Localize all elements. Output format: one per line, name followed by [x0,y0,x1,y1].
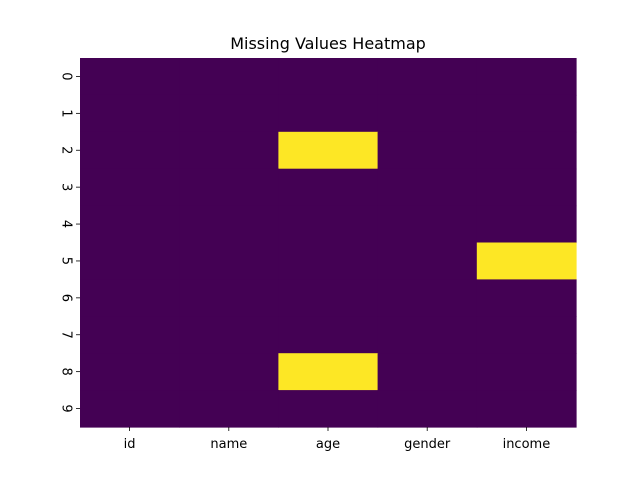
y-tick-label-5: 5 [59,257,74,265]
heatmap-cell-9-age [278,390,379,428]
y-tick-label-7: 7 [59,331,74,339]
heatmap-cell-4-income [476,205,577,244]
heatmap-cell-3-income [476,168,577,207]
heatmap-cell-6-name [179,279,279,317]
heatmap-cell-7-gender [377,316,478,354]
heatmap-cell-9-gender [377,390,478,428]
heatmap-cell-2-gender [377,131,478,170]
heatmap-cell-0-income [476,58,577,96]
heatmap-cell-0-gender [377,58,478,96]
chart-title: Missing Values Heatmap [230,34,426,53]
y-tick-label-9: 9 [59,404,74,412]
x-tick-label-income: income [503,437,551,452]
heatmap-cell-8-income [476,353,577,391]
heatmap-cell-6-age [278,279,379,317]
y-tick-label-6: 6 [59,294,74,302]
y-tick-label-3: 3 [59,183,74,191]
heatmap-cell-3-name [179,168,279,207]
heatmap-cell-1-age [278,94,379,133]
heatmap-cell-4-name [179,205,279,244]
y-axis-ticks: 0 1 2 3 4 5 6 7 8 9 [59,72,80,413]
heatmap-cell-7-name [179,316,279,354]
heatmap-cell-1-income [476,94,577,133]
heatmap-cell-2-id [80,131,180,170]
heatmap-cell-6-id [80,279,180,317]
heatmap-cell-5-id [80,242,180,280]
heatmap-cell-3-gender [377,168,478,207]
heatmap-cell-8-age [278,353,379,391]
heatmap-cell-1-name [179,94,279,133]
heatmap-cells [80,58,577,428]
heatmap-cell-7-age [278,316,379,354]
x-tick-label-id: id [124,437,136,452]
heatmap-cell-2-age [278,131,379,170]
heatmap-cell-9-name [179,390,279,428]
heatmap-cell-0-name [179,58,279,96]
y-tick-label-2: 2 [59,146,74,154]
heatmap-cell-5-age [278,242,379,280]
heatmap-cell-4-age [278,205,379,244]
heatmap-cell-5-gender [377,242,478,280]
heatmap-cell-7-id [80,316,180,354]
x-axis-ticks: id name age gender income [124,427,551,452]
heatmap-cell-9-id [80,390,180,428]
heatmap-cell-5-income [476,242,577,280]
heatmap-cell-6-gender [377,279,478,317]
heatmap-cell-2-income [476,131,577,170]
heatmap-cell-2-name [179,131,279,170]
y-tick-label-1: 1 [59,109,74,117]
y-tick-label-8: 8 [59,368,74,376]
heatmap-cell-1-id [80,94,180,133]
heatmap-cell-0-id [80,58,180,96]
heatmap-cell-8-id [80,353,180,391]
y-tick-label-4: 4 [59,220,74,228]
heatmap-cell-1-gender [377,94,478,133]
heatmap-cell-3-age [278,168,379,207]
heatmap-cell-8-name [179,353,279,391]
x-tick-label-gender: gender [404,437,451,452]
heatmap-cell-0-age [278,58,379,96]
heatmap-cell-8-gender [377,353,478,391]
heatmap-cell-7-income [476,316,577,354]
heatmap-cell-4-gender [377,205,478,244]
x-tick-label-name: name [210,437,247,452]
heatmap-cell-4-id [80,205,180,244]
heatmap-cell-6-income [476,279,577,317]
y-tick-label-0: 0 [59,72,74,80]
heatmap-cell-9-income [476,390,577,428]
heatmap-cell-3-id [80,168,180,207]
heatmap-cell-5-name [179,242,279,280]
x-tick-label-age: age [316,437,340,452]
